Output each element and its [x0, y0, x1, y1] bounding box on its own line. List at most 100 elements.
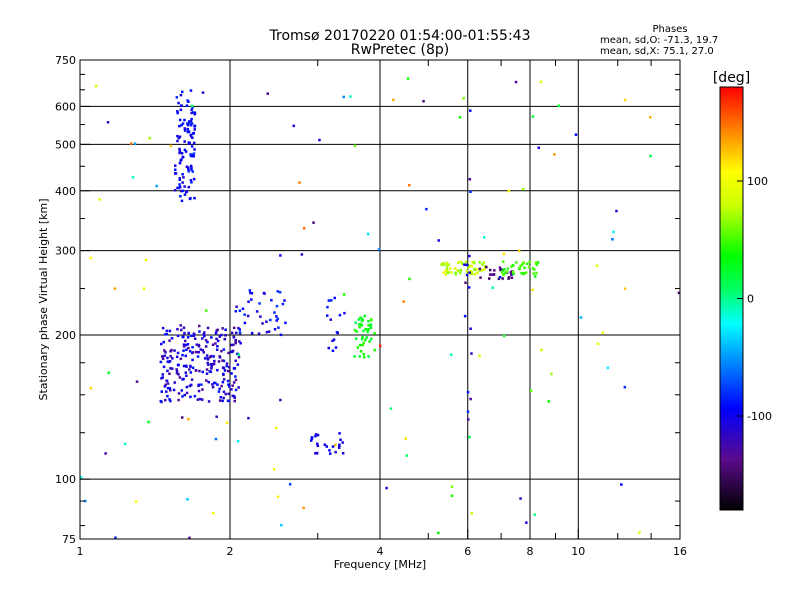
data-point	[483, 236, 486, 239]
data-point	[186, 498, 189, 501]
data-point	[408, 277, 411, 281]
data-point	[175, 372, 179, 375]
data-point	[456, 269, 459, 272]
data-point	[232, 326, 236, 330]
data-point	[163, 385, 167, 388]
y-tick-label: 500	[55, 138, 76, 151]
data-point	[265, 320, 268, 323]
data-point	[212, 512, 215, 515]
data-point	[499, 268, 503, 271]
data-point	[258, 302, 261, 305]
data-point	[185, 374, 188, 377]
phases-x-stats: mean, sd,X: 75.1, 27.0	[600, 46, 714, 57]
data-point	[389, 407, 393, 410]
data-point	[500, 271, 504, 274]
data-point	[259, 315, 262, 318]
data-point	[171, 357, 174, 360]
data-point	[189, 123, 193, 127]
data-point	[502, 334, 506, 338]
data-point	[440, 263, 443, 266]
data-point	[533, 513, 536, 516]
data-point	[360, 337, 364, 341]
data-point	[171, 367, 174, 370]
data-point	[191, 153, 194, 157]
data-point	[169, 144, 173, 148]
data-point	[269, 318, 272, 322]
data-point	[174, 172, 178, 175]
data-point	[225, 421, 229, 425]
data-point	[235, 331, 238, 335]
data-point	[176, 328, 179, 331]
phases-title: Phases	[652, 24, 688, 35]
data-point	[160, 377, 163, 380]
data-point	[333, 296, 336, 300]
data-point	[173, 381, 176, 384]
data-point	[237, 326, 240, 330]
data-point	[512, 272, 515, 276]
data-point	[464, 260, 468, 264]
data-point	[358, 343, 362, 347]
data-point	[238, 340, 241, 343]
data-point	[243, 321, 247, 325]
data-point	[175, 370, 179, 373]
data-point	[216, 368, 219, 372]
data-point	[472, 260, 476, 264]
data-point	[385, 486, 388, 490]
data-point	[203, 331, 206, 334]
data-point	[233, 399, 236, 403]
data-point	[165, 379, 168, 383]
data-point	[476, 271, 479, 275]
data-point	[179, 195, 182, 198]
phases-o-stats: mean, sd,O: -71.3, 19.7	[600, 35, 719, 46]
data-point	[175, 355, 179, 359]
data-point	[192, 155, 195, 158]
data-point	[337, 446, 341, 449]
data-point	[162, 365, 166, 369]
data-point	[248, 289, 252, 292]
data-point	[234, 359, 237, 362]
data-point	[177, 363, 180, 367]
data-point	[362, 341, 365, 345]
data-point	[186, 336, 190, 339]
data-point	[262, 291, 266, 295]
data-point	[134, 500, 138, 503]
data-point	[520, 264, 523, 267]
data-point	[168, 398, 171, 401]
data-point	[183, 393, 186, 397]
data-point	[515, 261, 518, 264]
data-point	[459, 271, 462, 275]
data-point	[334, 443, 337, 447]
data-point	[225, 362, 229, 365]
data-point	[227, 369, 230, 373]
data-point	[266, 92, 269, 95]
data-point	[488, 277, 491, 280]
data-point	[197, 345, 201, 348]
data-point	[191, 170, 194, 173]
data-point	[177, 186, 181, 190]
data-point	[469, 190, 472, 193]
data-point	[553, 153, 556, 156]
data-point	[224, 392, 227, 396]
data-point	[354, 321, 357, 324]
data-point	[104, 452, 107, 455]
data-point	[211, 383, 214, 386]
data-point	[191, 358, 194, 362]
data-point	[181, 181, 184, 184]
data-point	[178, 124, 181, 128]
data-point	[353, 144, 357, 147]
data-point	[475, 268, 478, 271]
data-point	[238, 309, 242, 312]
data-point	[406, 77, 410, 80]
y-axis: 75 100 200 300 400 500 600 750	[55, 54, 680, 546]
data-point	[185, 165, 189, 168]
data-point	[182, 345, 186, 348]
data-point	[230, 388, 233, 391]
data-point	[185, 104, 189, 107]
data-point	[166, 356, 169, 360]
data-point	[502, 260, 505, 263]
data-point	[173, 189, 177, 192]
data-point	[181, 395, 184, 398]
data-point	[176, 134, 179, 138]
x-tick-label: 16	[673, 545, 687, 558]
data-point	[163, 354, 166, 357]
